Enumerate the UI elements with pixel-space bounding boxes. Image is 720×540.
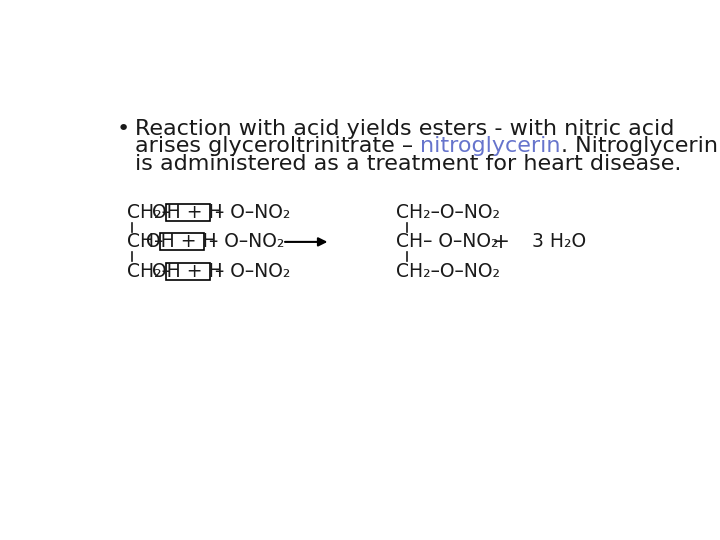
Text: •: •	[117, 119, 130, 139]
Text: CH₂–: CH₂–	[127, 262, 171, 281]
Text: Reaction with acid yields esters - with nitric acid: Reaction with acid yields esters - with …	[135, 119, 675, 139]
Text: arises glyceroltrinitrate – nitroglycerin: arises glyceroltrinitrate – nitroglyceri…	[0, 539, 1, 540]
Text: – O–NO₂: – O–NO₂	[215, 262, 290, 281]
Text: nitroglycerin: nitroglycerin	[420, 137, 561, 157]
Bar	[160, 233, 204, 251]
Text: CH–: CH–	[127, 232, 163, 252]
Bar	[166, 204, 210, 221]
Text: OH + H: OH + H	[153, 203, 223, 222]
Bar	[166, 262, 210, 280]
Text: arises glyceroltrinitrate –: arises glyceroltrinitrate –	[135, 137, 420, 157]
Text: CH– O–NO₂: CH– O–NO₂	[396, 232, 499, 252]
Text: 3 H₂O: 3 H₂O	[532, 232, 586, 252]
Text: is administered as a treatment for heart disease.: is administered as a treatment for heart…	[135, 154, 681, 174]
Text: . Nitroglycerin: . Nitroglycerin	[561, 137, 718, 157]
Text: – O–NO₂: – O–NO₂	[215, 203, 290, 222]
Text: OH + H: OH + H	[146, 232, 217, 252]
Text: CH₂–: CH₂–	[127, 203, 171, 222]
Text: CH₂–O–NO₂: CH₂–O–NO₂	[396, 203, 500, 222]
Text: – O–NO₂: – O–NO₂	[209, 232, 284, 252]
Text: OH + H: OH + H	[153, 262, 223, 281]
Text: +: +	[492, 232, 510, 252]
Text: CH₂–O–NO₂: CH₂–O–NO₂	[396, 262, 500, 281]
